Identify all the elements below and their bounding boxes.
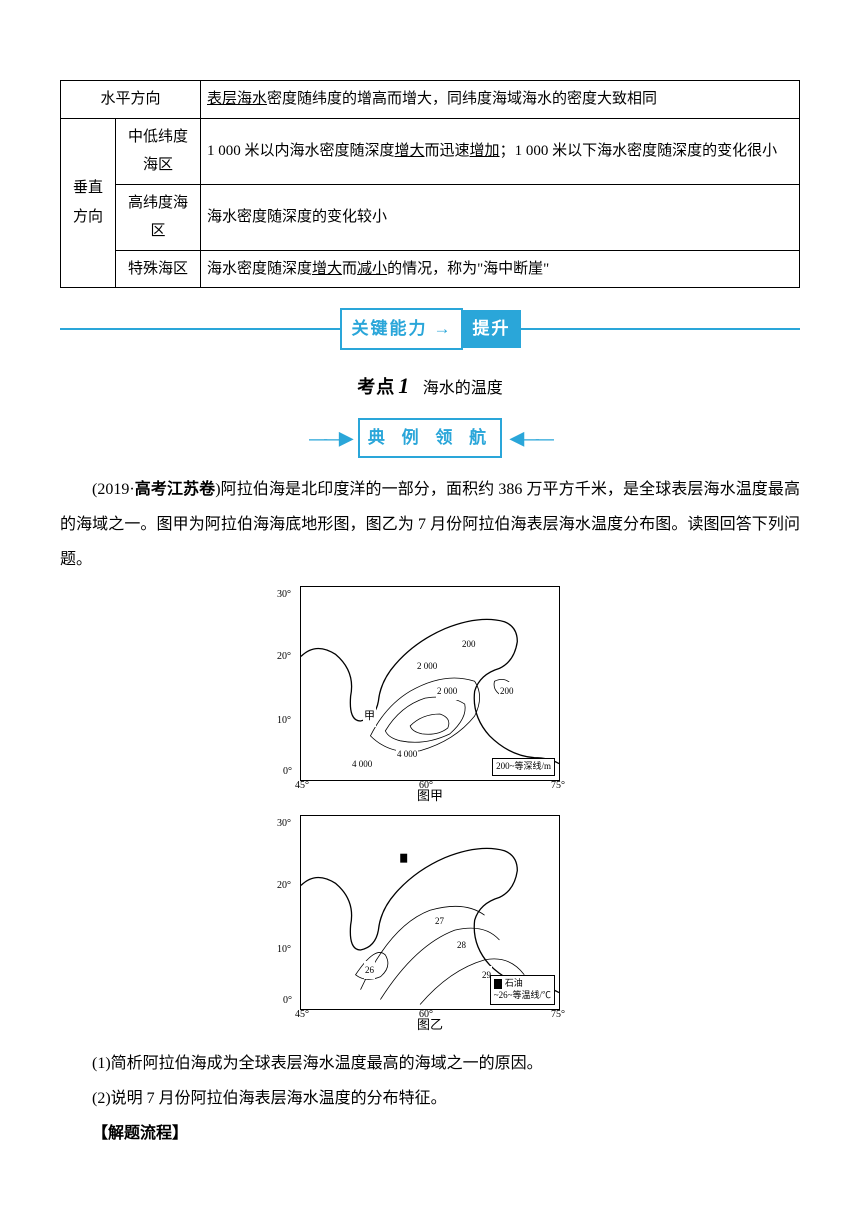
passage-p1: (2019·高考江苏卷)阿拉伯海是北印度洋的一部分，面积约 386 万平方千米，… [60, 472, 800, 578]
row1-text: 密度随纬度的增高而增大，同纬度海域海水的密度大致相同 [267, 91, 657, 107]
source-bold: 高考江苏卷 [135, 481, 216, 498]
kaodian-label: 考点 [357, 377, 395, 397]
jia-marker: 甲 [363, 705, 376, 727]
question-1: (1)简析阿拉伯海成为全球表层海水温度最高的海域之一的原因。 [60, 1046, 800, 1081]
legend-yi: 石油 ~26~等温线/℃ [490, 975, 555, 1004]
d200b: 200 [499, 682, 515, 700]
example-banner: ——▶ 典 例 领 航 ◀—— [60, 418, 800, 458]
y30: 30° [277, 585, 291, 605]
dlh-arrow-left-icon: ——▶ [309, 420, 350, 456]
question-2: (2)说明 7 月份阿拉伯海表层海水温度的分布特征。 [60, 1081, 800, 1116]
y20: 20° [277, 647, 291, 667]
density-table: 水平方向 表层海水密度随纬度的增高而增大，同纬度海域海水的密度大致相同 垂直方向… [60, 80, 800, 288]
figure-yi-wrapper: 30° 20° 10° 0° 45° 60° 75° 26 27 28 29 [300, 815, 560, 1038]
kaodian-number: 1 [398, 373, 409, 398]
flow-label: 【解题流程】 [92, 1125, 188, 1142]
kaodian-heading: 考点1 海水的温度 [60, 364, 800, 408]
d4000a: 4 000 [396, 745, 418, 763]
r3-sub: 高纬度海区 [116, 184, 201, 250]
questions: (1)简析阿拉伯海成为全球表层海水温度最高的海域之一的原因。 (2)说明 7 月… [60, 1046, 800, 1152]
r4-content: 海水密度随深度增大而减小的情况，称为"海中断崖" [201, 250, 800, 288]
r4u1: 增大 [312, 261, 342, 277]
d4000b: 4 000 [351, 755, 373, 773]
dlh-label: 典 例 领 航 [358, 418, 502, 458]
vertical-label: 垂直方向 [61, 118, 116, 288]
fig-jia-svg [301, 587, 559, 781]
t26: 26 [364, 961, 375, 979]
r2u2: 增加 [470, 143, 500, 159]
d2000a: 2 000 [416, 657, 438, 675]
r2c: ；1 000 米以下海水密度随深度的变化很小 [500, 143, 778, 159]
legend-jia-line: 200~等深线/m [496, 761, 551, 771]
y10b: 10° [277, 940, 291, 960]
r4c: 的情况，称为"海中断崖" [387, 261, 549, 277]
r2-content: 1 000 米以内海水密度随深度增大而迅速增加；1 000 米以下海水密度随深度… [201, 118, 800, 184]
y20b: 20° [277, 876, 291, 896]
kaodian-title: 海水的温度 [423, 380, 503, 397]
r4u2: 减小 [357, 261, 387, 277]
legend-yi-line: ~26~等温线/℃ [494, 990, 551, 1002]
r3-content: 海水密度随深度的变化较小 [201, 184, 800, 250]
t27: 27 [434, 912, 445, 930]
figure-yi: 30° 20° 10° 0° 45° 60° 75° 26 27 28 29 [300, 815, 560, 1010]
banner-arrow-icon: → [434, 312, 451, 346]
source-pre: (2019· [92, 481, 135, 498]
d200a: 200 [461, 635, 477, 653]
banner-right-box: 提升 [463, 310, 521, 348]
legend-jia: 200~等深线/m [492, 758, 555, 776]
banner-left-text: 关键能力 [352, 312, 428, 346]
r4-sub: 特殊海区 [116, 250, 201, 288]
row1-content: 表层海水密度随纬度的增高而增大，同纬度海域海水的密度大致相同 [201, 81, 800, 119]
oil-icon [494, 979, 502, 989]
legend-oil-text: 石油 [505, 978, 523, 988]
figure-jia-wrapper: 30° 20° 10° 0° 45° 60° 75° 200 2 000 2 0… [300, 586, 560, 809]
r4b: 而 [342, 261, 357, 277]
row1-underline: 表层海水 [207, 91, 267, 107]
dlh-arrow-right-icon: ◀—— [510, 420, 551, 456]
section-banner: 关键能力 → 提升 [60, 308, 800, 350]
r2-sub: 中低纬度海区 [116, 118, 201, 184]
r4a: 海水密度随深度 [207, 261, 312, 277]
banner-line-right [521, 328, 801, 330]
y0b: 0° [283, 991, 292, 1011]
d2000b: 2 000 [436, 682, 458, 700]
question-passage: (2019·高考江苏卷)阿拉伯海是北印度洋的一部分，面积约 386 万平方千米，… [60, 472, 800, 578]
figure-jia: 30° 20° 10° 0° 45° 60° 75° 200 2 000 2 0… [300, 586, 560, 781]
t28: 28 [456, 936, 467, 954]
flow-heading: 【解题流程】 [60, 1116, 800, 1151]
banner-left-pill: 关键能力 → [340, 308, 463, 350]
figures: 30° 20° 10° 0° 45° 60° 75° 200 2 000 2 0… [60, 586, 800, 1038]
y10: 10° [277, 711, 291, 731]
banner-line-left [60, 328, 340, 330]
y30b: 30° [277, 814, 291, 834]
r2a: 1 000 米以内海水密度随深度 [207, 143, 395, 159]
y0: 0° [283, 762, 292, 782]
r2b: 而迅速 [425, 143, 470, 159]
row1-header: 水平方向 [61, 81, 201, 119]
r2u1: 增大 [395, 143, 425, 159]
